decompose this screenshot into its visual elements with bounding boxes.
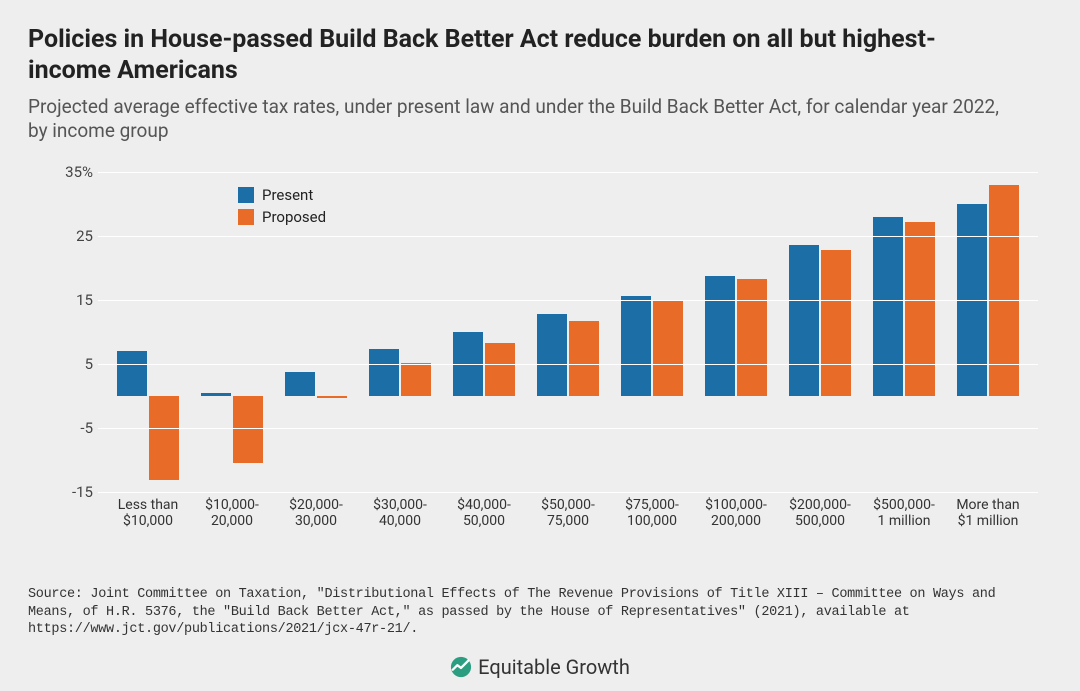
- y-tick-label: 5: [53, 355, 93, 373]
- bar-present: [117, 351, 147, 396]
- bar-proposed: [233, 396, 263, 463]
- grid-line: [98, 172, 1038, 173]
- bar-proposed: [149, 396, 179, 480]
- legend-swatch-present: [238, 187, 254, 203]
- x-tick-label: $20,000-30,000: [271, 497, 361, 529]
- bar-present: [369, 349, 399, 396]
- bar-present: [873, 217, 903, 396]
- bar-proposed: [653, 301, 683, 396]
- bar-proposed: [905, 222, 935, 396]
- bar-proposed: [821, 250, 851, 396]
- x-tick-label: $500,000-1 million: [859, 497, 949, 529]
- source-text: Source: Joint Committee on Taxation, "Di…: [28, 586, 1048, 639]
- chart-title: Policies in House-passed Build Back Bett…: [28, 24, 1008, 87]
- grid-line: [98, 364, 1038, 365]
- plot-area: Present Proposed -15-55152535%: [98, 172, 1038, 492]
- bar-present: [201, 393, 231, 396]
- y-tick-label: 35%: [53, 163, 93, 181]
- x-tick-label: $10,000-20,000: [187, 497, 277, 529]
- grid-line: [98, 428, 1038, 429]
- chart-container: Policies in House-passed Build Back Bett…: [0, 0, 1080, 691]
- x-tick-label: More than$1 million: [943, 497, 1033, 529]
- x-tick-label: $200,000-500,000: [775, 497, 865, 529]
- bar-present: [621, 296, 651, 396]
- legend: Present Proposed: [238, 186, 326, 230]
- y-tick-label: 25: [53, 227, 93, 245]
- chart-area: Present Proposed -15-55152535% Less than…: [48, 172, 1048, 532]
- y-tick-label: -15: [53, 483, 93, 501]
- bar-proposed: [317, 396, 347, 398]
- x-tick-label: Less than$10,000: [103, 497, 193, 529]
- bar-present: [705, 276, 735, 396]
- bar-present: [285, 372, 315, 396]
- bar-present: [537, 314, 567, 396]
- legend-label-present: Present: [262, 186, 313, 204]
- x-tick-label: $40,000-50,000: [439, 497, 529, 529]
- x-tick-label: $100,000-200,000: [691, 497, 781, 529]
- x-tick-label: $50,000-75,000: [523, 497, 613, 529]
- bar-proposed: [737, 279, 767, 395]
- y-tick-label: -5: [53, 419, 93, 437]
- brand-footer: Equitable Growth: [0, 655, 1080, 679]
- bar-proposed: [485, 343, 515, 396]
- x-tick-label: $30,000-40,000: [355, 497, 445, 529]
- grid-line: [98, 492, 1038, 493]
- bar-proposed: [569, 321, 599, 396]
- chart-subtitle: Projected average effective tax rates, u…: [28, 95, 1008, 144]
- legend-item-proposed: Proposed: [238, 208, 326, 226]
- legend-item-present: Present: [238, 186, 326, 204]
- legend-label-proposed: Proposed: [262, 208, 326, 226]
- bar-proposed: [401, 363, 431, 396]
- brand-logo-icon: [450, 656, 472, 678]
- y-tick-label: 15: [53, 291, 93, 309]
- x-tick-label: $75,000-100,000: [607, 497, 697, 529]
- legend-swatch-proposed: [238, 209, 254, 225]
- brand-label: Equitable Growth: [478, 655, 630, 679]
- grid-line: [98, 236, 1038, 237]
- grid-line: [98, 300, 1038, 301]
- bar-present: [789, 245, 819, 396]
